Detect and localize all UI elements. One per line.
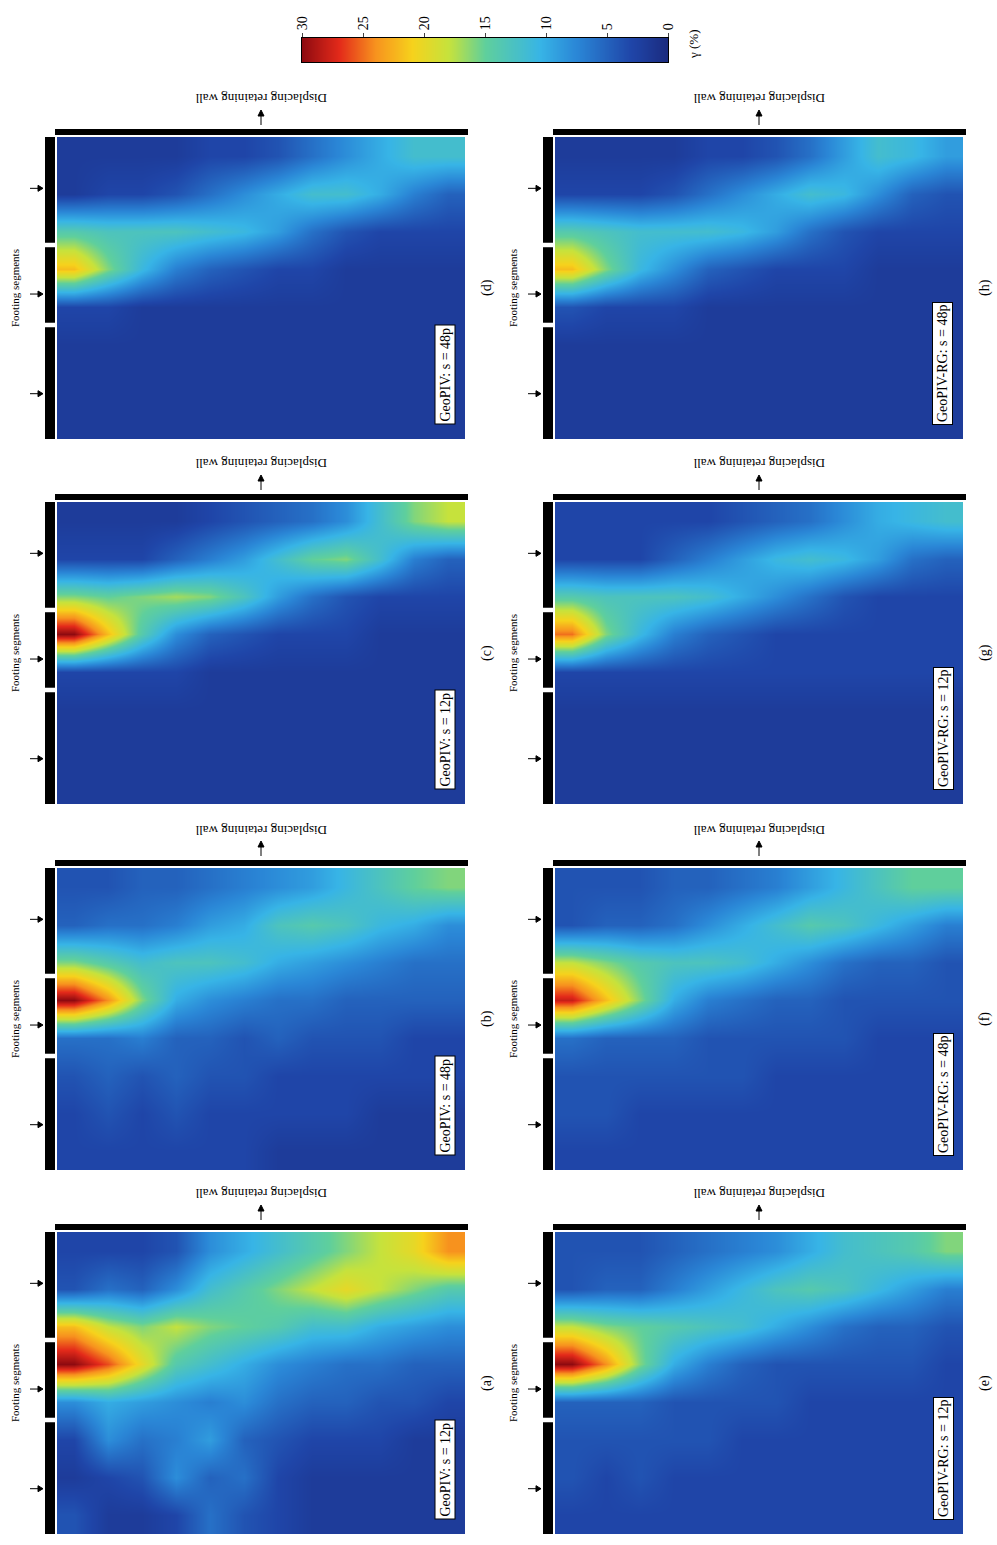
svg-text:(f): (f) bbox=[977, 1012, 993, 1026]
svg-text:Footing segments: Footing segments bbox=[507, 614, 519, 692]
svg-text:γ (%): γ (%) bbox=[686, 30, 701, 59]
svg-text:Displacing retaining wall: Displacing retaining wall bbox=[693, 1186, 825, 1201]
svg-text:Footing segments: Footing segments bbox=[9, 1344, 21, 1422]
svg-text:(c): (c) bbox=[479, 645, 495, 661]
svg-text:Footing segments: Footing segments bbox=[9, 980, 21, 1058]
svg-text:Displacing retaining wall: Displacing retaining wall bbox=[195, 1186, 327, 1201]
svg-text:15: 15 bbox=[478, 16, 493, 30]
svg-text:GeoPIV: s = 12p: GeoPIV: s = 12p bbox=[438, 1423, 453, 1517]
svg-text:Footing segments: Footing segments bbox=[507, 1344, 519, 1422]
svg-text:(b): (b) bbox=[479, 1010, 495, 1027]
svg-text:GeoPIV: s = 48p: GeoPIV: s = 48p bbox=[438, 328, 453, 422]
svg-text:(e): (e) bbox=[977, 1375, 993, 1391]
svg-text:Footing segments: Footing segments bbox=[9, 249, 21, 327]
svg-text:30: 30 bbox=[295, 16, 310, 30]
svg-text:(a): (a) bbox=[479, 1375, 495, 1391]
svg-text:GeoPIV: s = 48p: GeoPIV: s = 48p bbox=[438, 1059, 453, 1153]
svg-text:Displacing retaining wall: Displacing retaining wall bbox=[195, 91, 327, 106]
svg-text:Footing segments: Footing segments bbox=[9, 614, 21, 692]
svg-text:Footing segments: Footing segments bbox=[507, 980, 519, 1058]
svg-text:(d): (d) bbox=[479, 279, 495, 296]
svg-text:20: 20 bbox=[417, 16, 432, 30]
svg-text:Displacing retaining wall: Displacing retaining wall bbox=[693, 823, 825, 838]
svg-text:GeoPIV-RG: s = 12p: GeoPIV-RG: s = 12p bbox=[936, 670, 951, 787]
svg-text:Displacing retaining wall: Displacing retaining wall bbox=[693, 91, 825, 106]
svg-text:Displacing retaining wall: Displacing retaining wall bbox=[693, 456, 825, 471]
svg-text:Displacing retaining wall: Displacing retaining wall bbox=[195, 456, 327, 471]
svg-text:GeoPIV-RG: s = 48p: GeoPIV-RG: s = 48p bbox=[935, 305, 950, 422]
svg-text:10: 10 bbox=[539, 16, 554, 30]
svg-text:GeoPIV-RG: s = 48p: GeoPIV-RG: s = 48p bbox=[936, 1036, 951, 1153]
svg-text:Footing segments: Footing segments bbox=[507, 249, 519, 327]
svg-text:(g): (g) bbox=[977, 644, 993, 661]
svg-text:0: 0 bbox=[661, 23, 676, 30]
svg-text:25: 25 bbox=[356, 16, 371, 30]
svg-text:Displacing retaining wall: Displacing retaining wall bbox=[195, 823, 327, 838]
svg-text:GeoPIV: s = 12p: GeoPIV: s = 12p bbox=[438, 693, 453, 787]
svg-text:GeoPIV-RG: s = 12p: GeoPIV-RG: s = 12p bbox=[936, 1400, 951, 1517]
svg-text:(h): (h) bbox=[977, 279, 993, 296]
svg-text:5: 5 bbox=[600, 23, 615, 30]
